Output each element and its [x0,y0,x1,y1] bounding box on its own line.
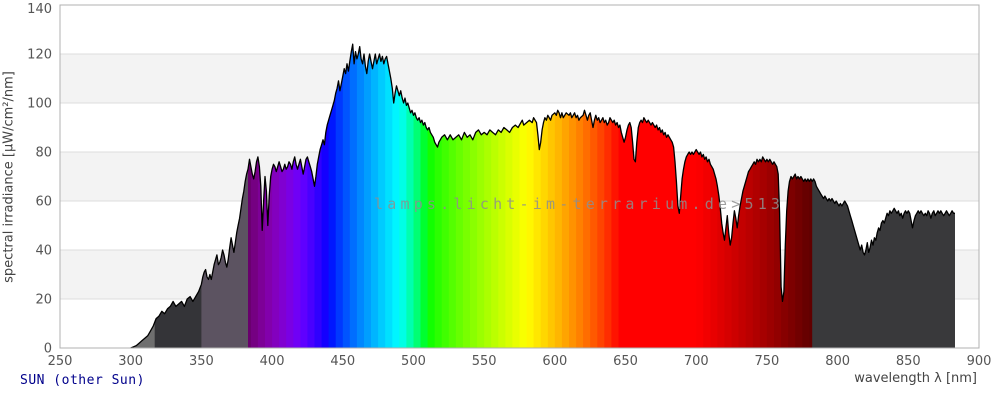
y-tick-label: 60 [35,195,52,210]
y-tick-label: 100 [27,97,52,112]
x-tick-label: 850 [896,354,921,369]
x-tick-label: 400 [260,354,285,369]
y-axis-title: spectral irradiance [µW/cm²/nm] [1,71,17,283]
y-tick-label: 140 [27,2,52,17]
y-tick-label: 20 [35,293,52,308]
y-tick-label: 40 [35,244,52,259]
series-label: SUN (other Sun) [20,373,145,388]
x-tick-label: 750 [755,354,780,369]
x-tick-label: 550 [472,354,497,369]
x-tick-label: 650 [613,354,638,369]
x-tick-label: 250 [48,354,73,369]
x-tick-label: 450 [330,354,355,369]
y-tick-label: 80 [35,146,52,161]
watermark: lamps.licht-im-terrarium.de>513 [374,195,785,213]
y-tick-label: 120 [27,48,52,63]
x-tick-label: 300 [118,354,143,369]
x-tick-label: 900 [967,354,992,369]
x-tick-label: 600 [542,354,567,369]
x-tick-label: 500 [401,354,426,369]
x-tick-label: 800 [825,354,850,369]
x-axis-title: wavelength λ [nm] [854,371,977,386]
x-tick-label: 700 [684,354,709,369]
y-tick-label: 0 [44,342,52,357]
x-tick-label: 350 [189,354,214,369]
